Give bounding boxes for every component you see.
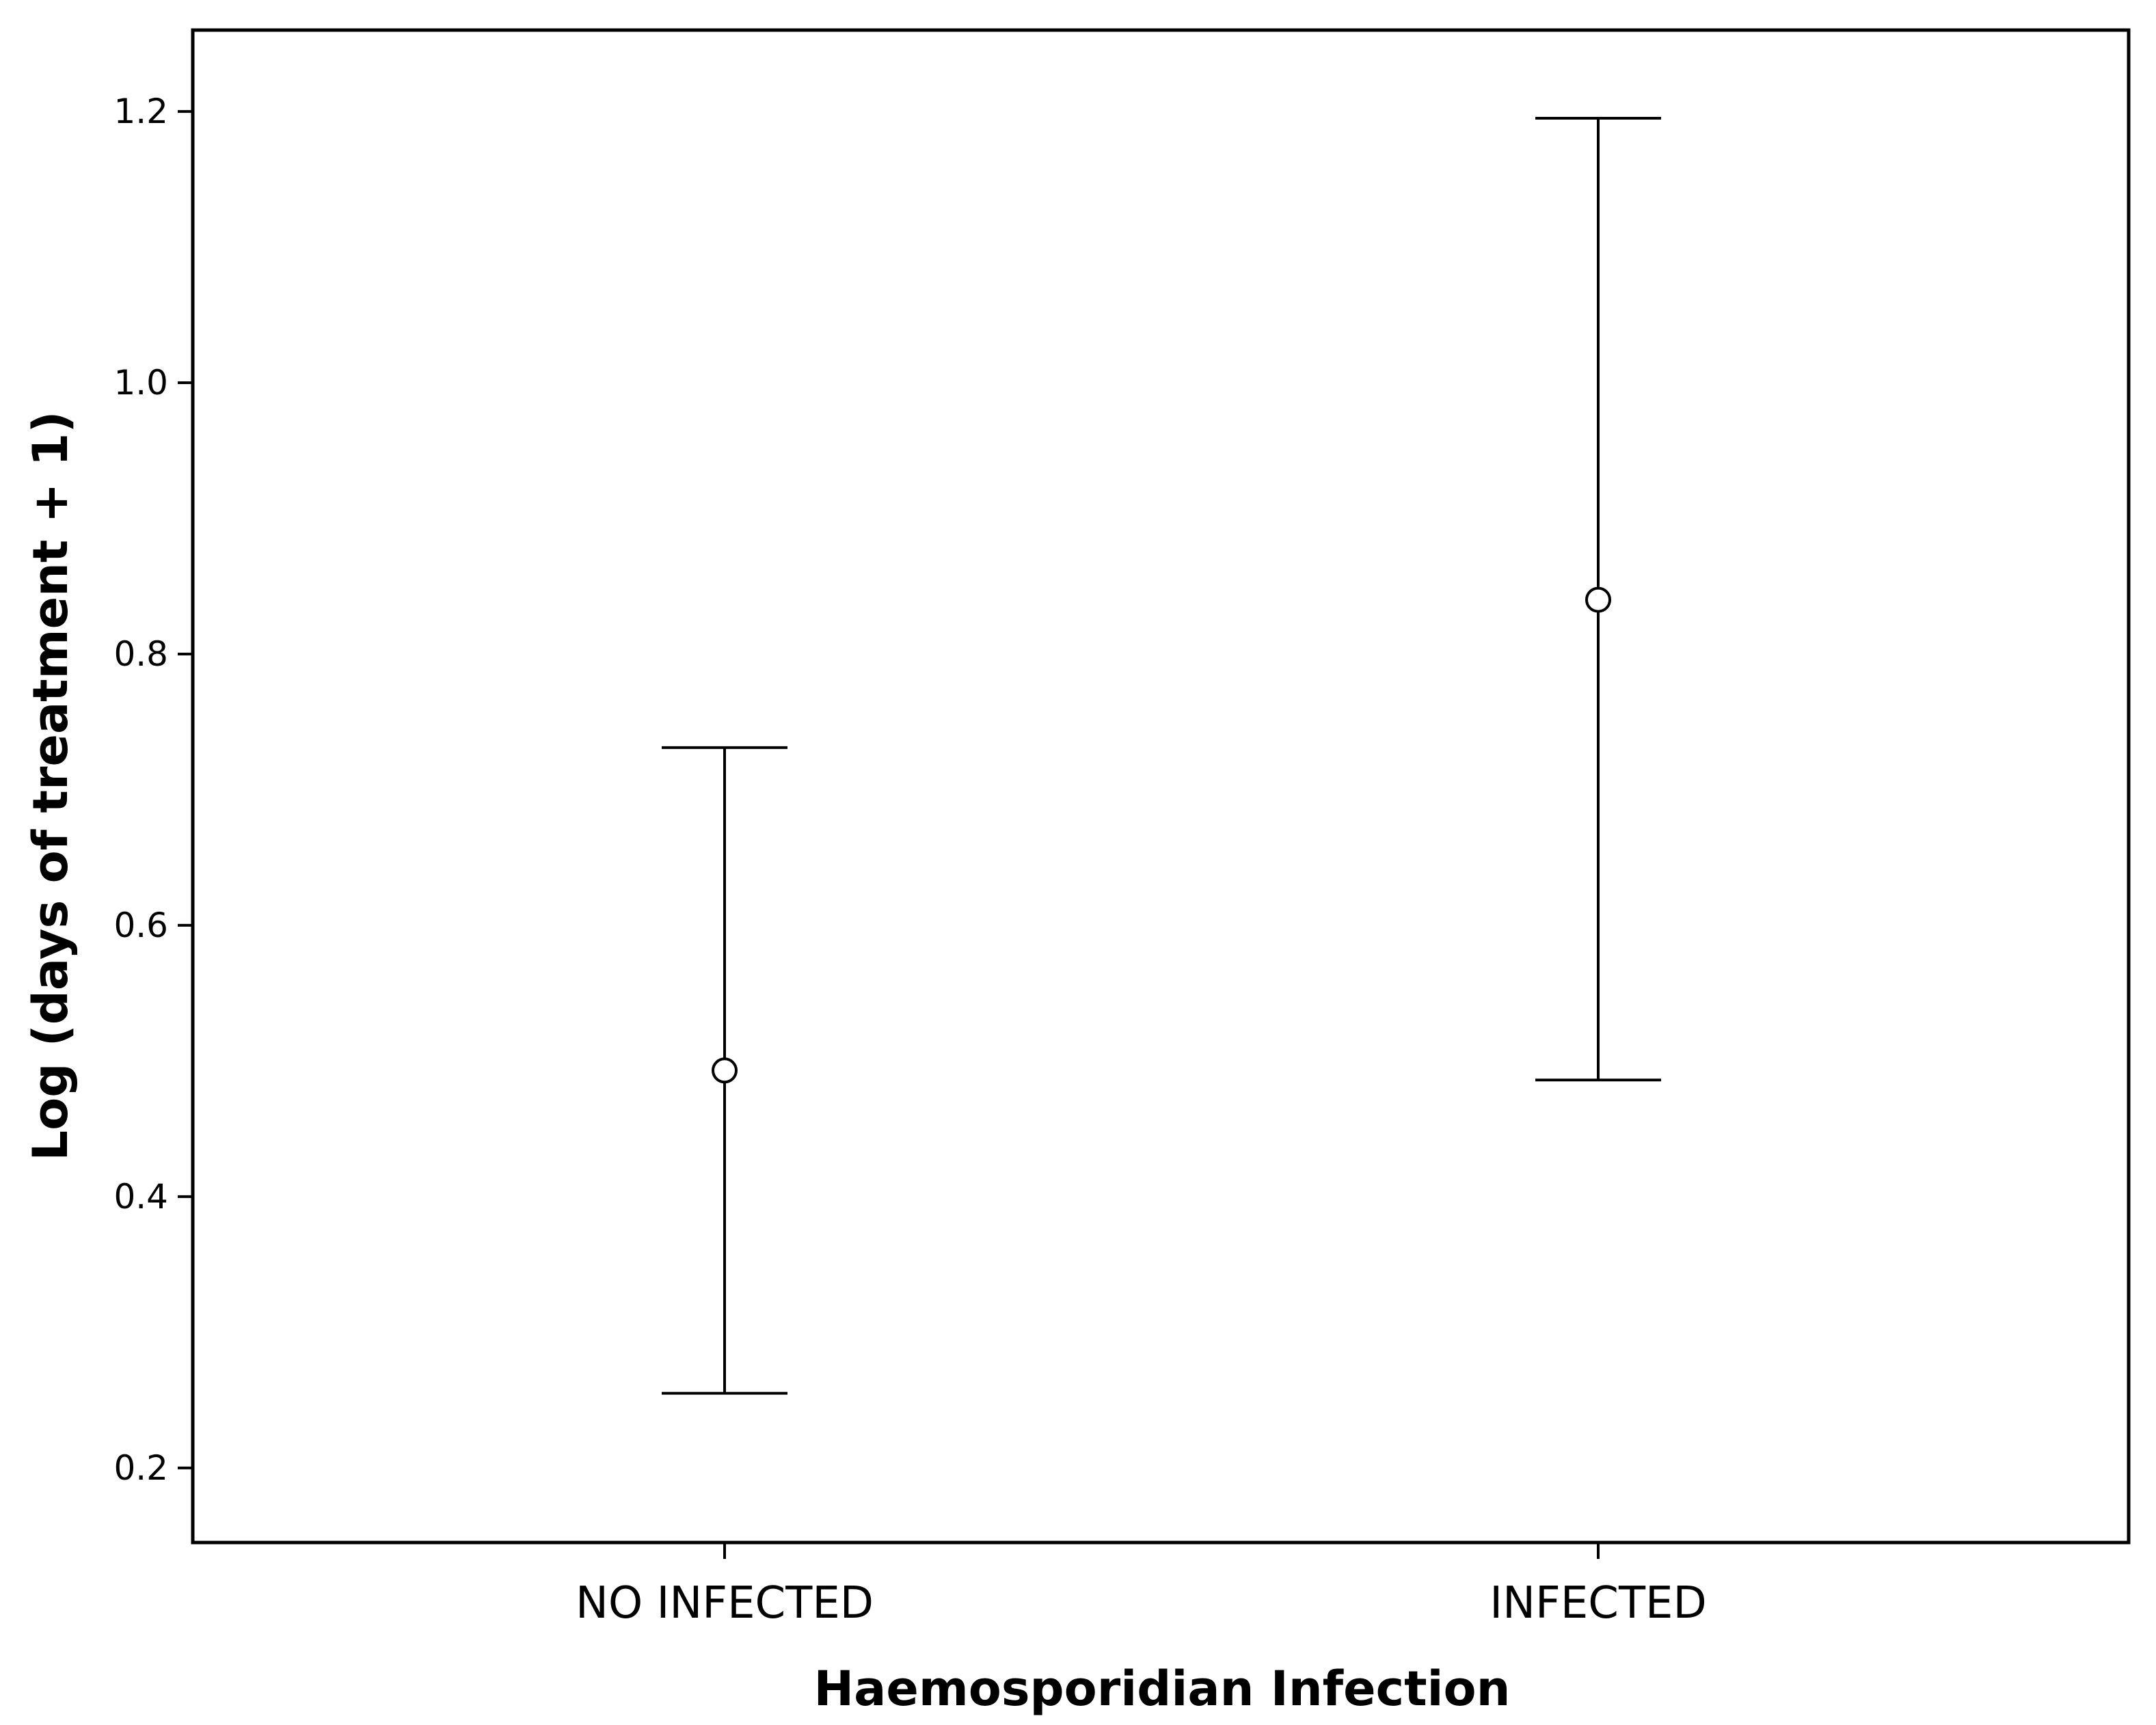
x-tick-label: NO INFECTED bbox=[576, 1578, 874, 1629]
y-axis-title: Log (days of treatment + 1) bbox=[23, 411, 79, 1161]
plot-frame bbox=[191, 28, 2131, 1545]
x-axis-title: Haemosporidian Infection bbox=[814, 1661, 1511, 1717]
x-tick-label: INFECTED bbox=[1490, 1578, 1707, 1629]
mean-point bbox=[712, 1057, 738, 1084]
y-tick-label: 1.0 bbox=[113, 363, 168, 403]
y-tick-label: 1.2 bbox=[113, 92, 168, 131]
mean-point bbox=[1585, 586, 1611, 613]
x-axis: NO INFECTED INFECTED bbox=[576, 1543, 1707, 1629]
y-tick-label: 0.4 bbox=[113, 1177, 168, 1217]
y-axis: 0.2 0.4 0.6 0.8 1.0 1.2 bbox=[113, 92, 193, 1488]
y-tick-label: 0.6 bbox=[113, 906, 168, 945]
error-bars bbox=[662, 117, 1661, 1395]
y-tick-label: 0.2 bbox=[113, 1448, 168, 1488]
y-tick-label: 0.8 bbox=[113, 634, 168, 674]
